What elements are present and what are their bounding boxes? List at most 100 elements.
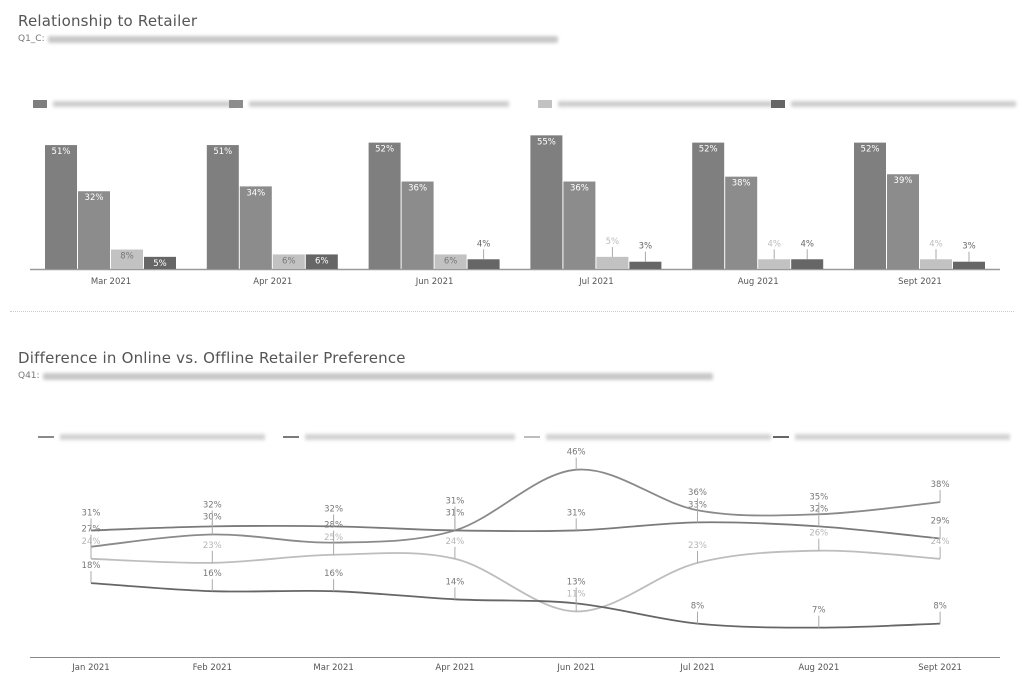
line-data-label: 7% [812, 606, 826, 616]
line-data-label: 23% [203, 541, 222, 551]
bar-data-label: 4% [929, 239, 943, 249]
bar-data-label: 6% [315, 256, 329, 266]
bar-chart-question-id: Q1_C: [18, 34, 45, 44]
bar [305, 254, 338, 269]
bar-data-label: 32% [85, 193, 104, 203]
line-x-tick-label: Jul 2021 [679, 663, 715, 673]
bar [854, 142, 886, 269]
redacted-question-text [42, 372, 713, 380]
bar-legend-label [249, 101, 509, 107]
section-divider [10, 311, 1014, 312]
line-data-label: 32% [203, 501, 222, 511]
bar [596, 256, 629, 269]
line-data-label: 16% [324, 569, 343, 579]
line-series [90, 582, 941, 629]
bar-data-label: 34% [246, 188, 265, 198]
bar-data-label: 4% [767, 239, 781, 249]
bar [758, 259, 791, 269]
bar-x-tick-label: Sept 2021 [898, 277, 942, 287]
bar-chart-subtitle: Q1_C: [18, 34, 558, 44]
line-x-tick-label: Jan 2021 [71, 663, 109, 673]
line-chart-subtitle: Q41: [18, 371, 713, 381]
bar [239, 186, 272, 269]
line-data-label: 31% [82, 508, 101, 518]
bar-legend-label [558, 101, 773, 107]
bar [45, 145, 77, 269]
bar-legend-swatch [33, 100, 47, 108]
bar-legend-label [791, 101, 1016, 107]
line-data-label: 32% [324, 504, 343, 514]
line-data-label: 14% [445, 577, 464, 587]
bar-data-label: 51% [213, 147, 232, 157]
line-x-tick-label: Mar 2021 [313, 663, 353, 673]
bar-data-label: 55% [537, 137, 556, 147]
bar [629, 261, 662, 269]
bar [368, 142, 401, 269]
bar-data-label: 52% [861, 145, 880, 155]
bar-chart-title: Relationship to Retailer [18, 12, 198, 30]
line-data-label: 26% [809, 529, 828, 539]
line-data-label: 31% [445, 496, 464, 506]
line-data-label: 35% [809, 492, 828, 502]
line-legend-label [60, 434, 265, 440]
bar-data-label: 6% [444, 256, 458, 266]
bar-data-label: 4% [800, 239, 814, 249]
bar-data-label: 52% [375, 145, 394, 155]
bar-data-label: 52% [699, 145, 718, 155]
bar-data-label: 38% [732, 179, 751, 189]
line-x-tick-label: Jun 2021 [556, 663, 595, 673]
bar-x-tick-label: Apr 2021 [253, 277, 292, 287]
bar-data-label: 3% [962, 242, 976, 252]
line-chart-question-id: Q41: [18, 371, 40, 381]
line-x-tick-label: Aug 2021 [798, 663, 839, 673]
line-data-label: 36% [688, 488, 707, 498]
line-chart-title: Difference in Online vs. Offline Retaile… [18, 349, 406, 367]
bar [530, 135, 563, 269]
line-data-label: 31% [567, 508, 586, 518]
bar-x-tick-label: Mar 2021 [91, 277, 131, 287]
line-series [90, 468, 941, 548]
bar [467, 259, 500, 269]
bar-x-tick-label: Jul 2021 [578, 277, 614, 287]
bar-data-label: 5% [606, 237, 620, 247]
bar [111, 249, 143, 269]
bar [78, 191, 110, 269]
bar [401, 181, 434, 269]
line-x-tick-label: Sept 2021 [918, 663, 962, 673]
line-data-label: 13% [567, 577, 586, 587]
bar-legend-swatch [229, 100, 243, 108]
bar [206, 145, 239, 269]
bar-data-label: 39% [894, 176, 913, 186]
bar-data-label: 51% [52, 147, 71, 157]
bar-data-label: 5% [153, 259, 167, 269]
line-x-tick-label: Feb 2021 [193, 663, 232, 673]
line-data-label: 18% [82, 561, 101, 571]
line-data-label: 24% [931, 537, 950, 547]
line-legend-label [795, 434, 1010, 440]
bar [791, 259, 824, 269]
bar-data-label: 36% [408, 184, 427, 194]
bar [144, 256, 176, 269]
line-data-label: 24% [445, 537, 464, 547]
line-data-label: 8% [691, 602, 705, 612]
bar-x-tick-label: Aug 2021 [738, 277, 779, 287]
bar-data-label: 36% [570, 184, 589, 194]
bar-data-label: 6% [282, 256, 296, 266]
bar-legend-label [53, 101, 233, 107]
line-legend-label [305, 434, 515, 440]
bar [434, 254, 467, 269]
line-data-label: 8% [933, 602, 947, 612]
line-data-label: 23% [688, 541, 707, 551]
line-series [90, 521, 941, 540]
line-data-label: 46% [567, 448, 586, 458]
bar [953, 261, 985, 269]
line-x-tick-label: Apr 2021 [435, 663, 474, 673]
line-data-label: 16% [203, 569, 222, 579]
redacted-question-text [47, 35, 558, 43]
bar [692, 142, 725, 269]
line-series [90, 549, 941, 613]
bar-x-tick-label: Jun 2021 [415, 277, 454, 287]
bar [272, 254, 305, 269]
bar-legend-swatch [538, 100, 552, 108]
